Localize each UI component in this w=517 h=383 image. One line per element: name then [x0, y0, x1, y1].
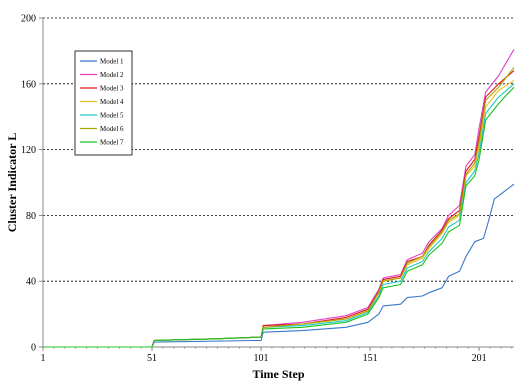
legend-label-model-6: Model 6: [100, 125, 124, 133]
x-axis-title: Time Step: [252, 367, 304, 381]
legend-label-model-5: Model 5: [100, 112, 124, 120]
series-lines: [43, 49, 515, 348]
x-tick-labels: 1 51 101 151 201: [41, 347, 513, 364]
series-line-model-7: [43, 86, 515, 348]
legend-label-model-3: Model 3: [100, 85, 124, 93]
legend-label-model-1: Model 1: [100, 58, 124, 66]
series-line-model-1: [43, 183, 515, 348]
legend: Model 1 Model 2 Model 3 Model 4 Model 5 Model…: [74, 50, 133, 156]
y-tick-label-0: 0: [31, 343, 36, 354]
x-tick-label-51: 51: [147, 353, 157, 364]
legend-box: [74, 50, 133, 156]
y-tick-label-40: 40: [26, 277, 36, 288]
x-tick-label-101: 101: [254, 353, 269, 364]
legend-label-model-4: Model 4: [100, 98, 124, 106]
gridlines: [43, 17, 514, 282]
y-tick-label-200: 200: [21, 14, 36, 25]
y-axis-title: Cluster Indicator L: [5, 133, 19, 233]
y-tick-label-160: 160: [21, 79, 36, 90]
legend-label-model-2: Model 2: [100, 71, 124, 79]
x-tick-label-1: 1: [41, 353, 46, 364]
y-tick-label-120: 120: [21, 145, 36, 156]
x-tick-label-151: 151: [363, 353, 378, 364]
legend-label-model-7: Model 7: [100, 139, 124, 147]
y-tick-label-80: 80: [26, 211, 36, 222]
y-tick-labels: 0 40 80 120 160 200: [21, 14, 43, 354]
x-tick-label-201: 201: [472, 353, 487, 364]
